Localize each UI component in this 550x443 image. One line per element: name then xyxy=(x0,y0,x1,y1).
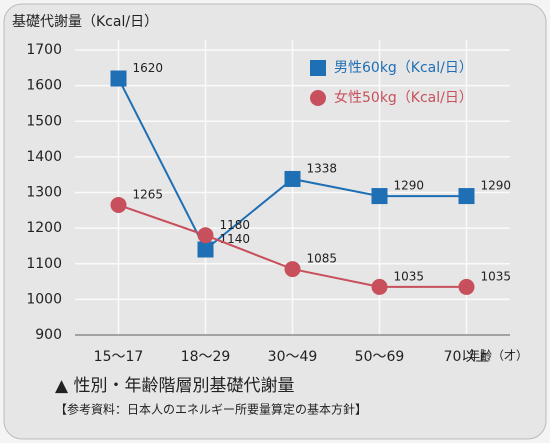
marker xyxy=(458,278,475,295)
frame xyxy=(3,3,547,440)
marker xyxy=(284,261,301,278)
marker xyxy=(284,170,301,187)
y-axis-title: 基礎代謝量（Kcal/日） xyxy=(12,13,158,30)
data-label: 1290 xyxy=(394,179,425,193)
data-label: 1290 xyxy=(481,179,512,193)
data-label: 1140 xyxy=(220,232,251,246)
marker xyxy=(197,241,214,258)
data-label: 1085 xyxy=(307,252,338,266)
y-tick-label: 1600 xyxy=(26,78,62,94)
y-tick-label: 1000 xyxy=(26,291,62,307)
legend-label: 女性50kg（Kcal/日） xyxy=(334,89,473,106)
marker xyxy=(371,278,388,295)
x-tick-label: 15〜17 xyxy=(94,349,144,365)
x-axis-title: 年齢（才） xyxy=(468,348,528,363)
x-tick-label: 70以上 xyxy=(444,349,490,365)
x-tick-label: 18〜29 xyxy=(181,349,231,365)
data-label: 1035 xyxy=(481,269,512,283)
marker xyxy=(310,60,326,76)
x-tick-label: 30〜49 xyxy=(268,349,318,365)
y-tick-label: 1200 xyxy=(26,220,62,236)
marker xyxy=(110,196,127,213)
y-tick-label: 1300 xyxy=(26,185,62,201)
source: 【参考資料：日本人のエネルギー所要量算定の基本方針】 xyxy=(55,402,367,417)
marker xyxy=(197,227,214,244)
marker xyxy=(458,188,475,205)
y-tick-label: 900 xyxy=(35,327,62,343)
marker xyxy=(110,70,127,87)
data-label: 1620 xyxy=(133,61,164,75)
marker xyxy=(371,188,388,205)
y-tick-label: 1700 xyxy=(26,42,62,58)
y-tick-label: 1100 xyxy=(26,256,62,272)
data-label: 1035 xyxy=(394,269,425,283)
y-tick-label: 1400 xyxy=(26,149,62,165)
x-tick-label: 50〜69 xyxy=(355,349,405,365)
data-label: 1180 xyxy=(220,218,251,232)
data-label: 1338 xyxy=(307,161,338,175)
data-label: 1265 xyxy=(133,187,164,201)
y-tick-label: 1500 xyxy=(26,113,62,129)
legend-label: 男性60kg（Kcal/日） xyxy=(334,60,473,76)
caption: ▲ 性別・年齢階層別基礎代謝量 xyxy=(55,376,294,396)
marker xyxy=(310,90,326,106)
